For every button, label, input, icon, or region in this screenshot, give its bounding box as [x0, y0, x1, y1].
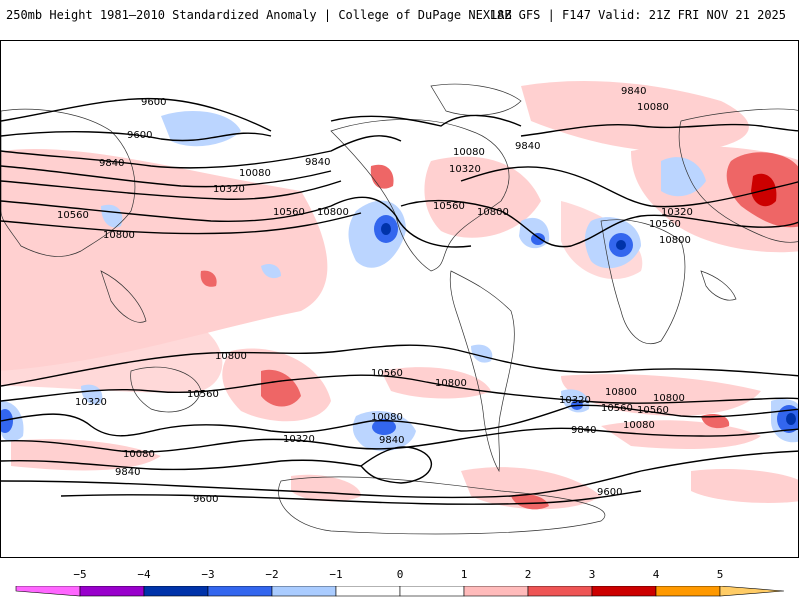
- contour-label: 9840: [571, 425, 596, 436]
- contour-label: 10560: [273, 207, 305, 218]
- contour-label: 10800: [103, 230, 135, 241]
- contour-label: 10080: [623, 420, 655, 431]
- colorbar-tick-label: 2: [524, 568, 532, 581]
- colorbar-tick-label: −1: [329, 568, 343, 581]
- contour-label: 10800: [653, 393, 685, 404]
- contour-label: 9840: [621, 86, 646, 97]
- contour-label: 10080: [123, 449, 155, 460]
- contour-label: 10080: [637, 102, 669, 113]
- contour-label: 10800: [435, 378, 467, 389]
- contour-label: 9840: [115, 467, 140, 478]
- colorbar-segment: [527, 586, 593, 597]
- contour-label: 10560: [371, 368, 403, 379]
- colorbar-tick-label: −5: [73, 568, 87, 581]
- contour-label: 9600: [597, 487, 622, 498]
- contour-label: 10560: [187, 389, 219, 400]
- colorbar-scale: [15, 586, 785, 597]
- contour-label: 10320: [559, 395, 591, 406]
- contour-label: 10320: [449, 164, 481, 175]
- contour-label: 10560: [601, 403, 633, 414]
- height-contours: [1, 97, 798, 505]
- colorbar-segment: [463, 586, 529, 597]
- contour-label: 10560: [637, 405, 669, 416]
- contour-label: 10560: [649, 219, 681, 230]
- colorbar-tick-label: −4: [137, 568, 151, 581]
- colorbar-segment: [143, 586, 209, 597]
- colorbar-tick-label: 1: [460, 568, 468, 581]
- contour-label: 9840: [379, 435, 404, 446]
- colorbar-tick-label: −2: [265, 568, 279, 581]
- contour-label: 9600: [127, 130, 152, 141]
- run-info: 18Z GFS | F147 Valid: 21Z FRI NOV 21 202…: [489, 8, 786, 22]
- colorbar-segment: [79, 586, 145, 597]
- colorbar-tick-label: −3: [201, 568, 215, 581]
- colorbar-segment: [719, 586, 785, 597]
- colorbar-tick-label: 0: [396, 568, 404, 581]
- colorbar-segment: [335, 586, 401, 597]
- colorbar-segment: [207, 586, 273, 597]
- contour-label: 10800: [605, 387, 637, 398]
- colorbar-segment: [271, 586, 337, 597]
- map-panel[interactable]: 9600 9600 9840 9840 10080 10320 10560 10…: [0, 40, 799, 558]
- contour-label: 9840: [99, 158, 124, 169]
- contour-label: 10080: [239, 168, 271, 179]
- colorbar-segment: [591, 586, 657, 597]
- extreme-negative-cores: [381, 223, 796, 425]
- contour-label: 10800: [317, 207, 349, 218]
- strong-positive-cores: [200, 152, 798, 510]
- colorbar-segment: [399, 586, 465, 597]
- colorbar-tick-label: 4: [652, 568, 660, 581]
- contour-label: 9600: [193, 494, 218, 505]
- colorbar-tick-label: 3: [588, 568, 596, 581]
- colorbar: −5 −4 −3 −2 −1 0 1 2 3 4 5: [0, 568, 800, 600]
- contour-label: 10800: [659, 235, 691, 246]
- contour-label: 9600: [141, 97, 166, 108]
- contour-label: 10320: [213, 184, 245, 195]
- contour-label: 10080: [371, 412, 403, 423]
- contour-label: 10800: [215, 351, 247, 362]
- contour-label: 10320: [283, 434, 315, 445]
- contour-labels: 9600 9600 9840 9840 10080 10320 10560 10…: [57, 86, 693, 505]
- map-canvas[interactable]: 9600 9600 9840 9840 10080 10320 10560 10…: [1, 41, 799, 558]
- contour-label: 10560: [57, 210, 89, 221]
- contour-label: 10320: [661, 207, 693, 218]
- colorbar-tick-label: 5: [716, 568, 724, 581]
- contour-label: 10320: [75, 397, 107, 408]
- positive-anomaly-shading: [1, 81, 798, 510]
- contour-label: 9840: [515, 141, 540, 152]
- contour-label: 10800: [477, 207, 509, 218]
- contour-label: 10560: [433, 201, 465, 212]
- contour-label: 9840: [305, 157, 330, 168]
- map-title: 250mb Height 1981–2010 Standardized Anom…: [6, 8, 512, 22]
- colorbar-segment: [15, 586, 81, 597]
- contour-label: 10080: [453, 147, 485, 158]
- header: 250mb Height 1981–2010 Standardized Anom…: [0, 0, 800, 40]
- colorbar-segment: [655, 586, 721, 597]
